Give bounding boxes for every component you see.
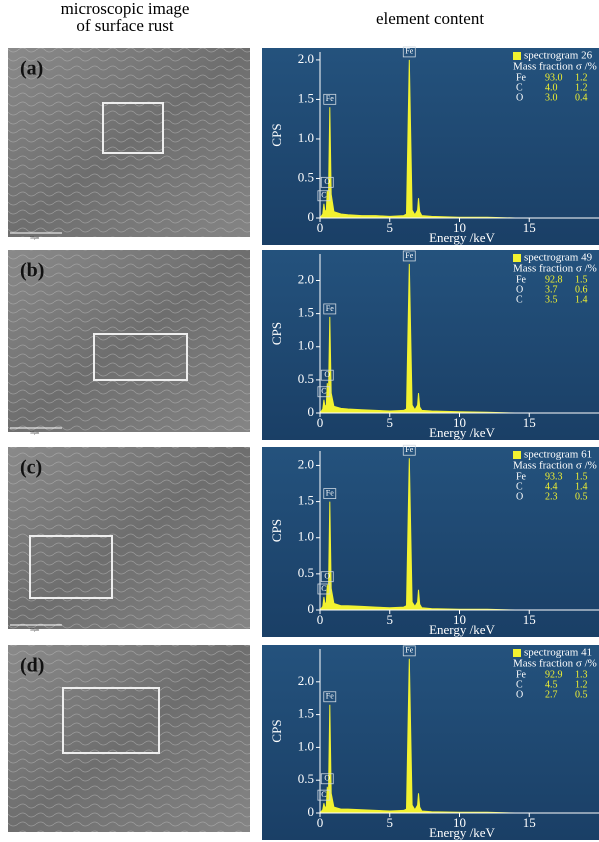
y-tick-label: 0 — [308, 209, 315, 224]
y-tick-label: 2.0 — [298, 456, 314, 471]
y-tick-label: 1.5 — [298, 90, 314, 105]
composition-header: Mass fraction σ /% — [513, 460, 597, 472]
y-tick-label: 1.5 — [298, 493, 314, 508]
x-tick-label: 0 — [317, 415, 324, 430]
composition-value: 1.4 — [575, 294, 588, 305]
x-tick-label: 5 — [387, 815, 394, 830]
y-tick-label: 1.0 — [298, 338, 314, 353]
panel-label: (a) — [20, 58, 43, 80]
x-axis-label: Energy /keV — [429, 425, 495, 440]
composition-value: 0.5 — [575, 491, 588, 502]
y-axis-label: CPS — [269, 322, 284, 345]
y-tick-label: 0.5 — [298, 371, 314, 386]
panel-label: (d) — [20, 655, 44, 677]
sem-texture — [8, 447, 250, 629]
legend-swatch — [513, 52, 521, 60]
panel-label: (c) — [20, 457, 42, 479]
y-tick-label: 1.0 — [298, 738, 314, 753]
y-tick-label: 2.0 — [298, 673, 314, 688]
peak-label: O — [324, 572, 330, 581]
peak-label: C — [321, 191, 326, 200]
panel-label: (b) — [20, 260, 44, 282]
peak-label: O — [324, 370, 330, 379]
left-header: of surface rust — [76, 16, 174, 35]
y-tick-label: 0.5 — [298, 169, 314, 184]
x-axis-label: Energy /keV — [429, 825, 495, 840]
x-tick-label: 5 — [387, 220, 394, 235]
peak-label: Fe — [405, 251, 413, 260]
x-tick-label: 15 — [523, 815, 536, 830]
peak-label: Fe — [326, 94, 334, 103]
composition-value: 2.3 — [545, 491, 558, 502]
y-tick-label: 1.0 — [298, 529, 314, 544]
y-tick-label: 1.5 — [298, 706, 314, 721]
x-axis-label: Energy /keV — [429, 622, 495, 637]
figure: microscopic image of surface rust elemen… — [0, 0, 599, 842]
composition-value: 0.5 — [575, 689, 588, 700]
y-tick-label: 0 — [308, 804, 315, 819]
scale-bar-label: 50μm — [30, 235, 40, 240]
x-tick-label: 0 — [317, 612, 324, 627]
peak-label: C — [321, 584, 326, 593]
y-tick-label: 1.5 — [298, 305, 314, 320]
peak-label: C — [321, 387, 326, 396]
composition-value: 3.5 — [545, 294, 558, 305]
right-header: element content — [376, 9, 484, 28]
scale-bar-label: 50μm — [30, 627, 40, 632]
y-tick-label: 0 — [308, 404, 315, 419]
peak-label: Fe — [405, 646, 413, 655]
y-axis-label: CPS — [269, 519, 284, 542]
peak-label: Fe — [405, 445, 413, 454]
peak-label: O — [324, 177, 330, 186]
peak-label: Fe — [326, 304, 334, 313]
composition-element: O — [516, 689, 523, 700]
x-tick-label: 5 — [387, 415, 394, 430]
x-tick-label: 15 — [523, 612, 536, 627]
x-tick-label: 15 — [523, 220, 536, 235]
composition-header: Mass fraction σ /% — [513, 263, 597, 275]
legend-swatch — [513, 254, 521, 262]
legend-swatch — [513, 451, 521, 459]
y-tick-label: 0.5 — [298, 565, 314, 580]
composition-header: Mass fraction σ /% — [513, 658, 597, 670]
composition-value: 0.4 — [575, 92, 588, 103]
x-tick-label: 0 — [317, 220, 324, 235]
y-axis-label: CPS — [269, 123, 284, 146]
y-tick-label: 0.5 — [298, 771, 314, 786]
composition-value: 3.0 — [545, 92, 558, 103]
y-tick-label: 0 — [308, 601, 315, 616]
x-tick-label: 0 — [317, 815, 324, 830]
peak-label: O — [324, 774, 330, 783]
x-tick-label: 5 — [387, 612, 394, 627]
composition-element: O — [516, 491, 523, 502]
sem-texture — [8, 48, 250, 237]
scale-bar-label: 50μm — [30, 430, 40, 435]
y-tick-label: 2.0 — [298, 51, 314, 66]
peak-label: Fe — [326, 488, 334, 497]
composition-value: 2.7 — [545, 689, 558, 700]
y-axis-label: CPS — [269, 719, 284, 742]
peak-label: Fe — [326, 692, 334, 701]
y-tick-label: 2.0 — [298, 271, 314, 286]
y-tick-label: 1.0 — [298, 130, 314, 145]
peak-label: C — [321, 790, 326, 799]
x-axis-label: Energy /keV — [429, 230, 495, 245]
composition-element: C — [516, 294, 523, 305]
legend-swatch — [513, 649, 521, 657]
composition-header: Mass fraction σ /% — [513, 61, 597, 73]
peak-label: Fe — [405, 47, 413, 56]
composition-element: O — [516, 92, 523, 103]
x-tick-label: 15 — [523, 415, 536, 430]
